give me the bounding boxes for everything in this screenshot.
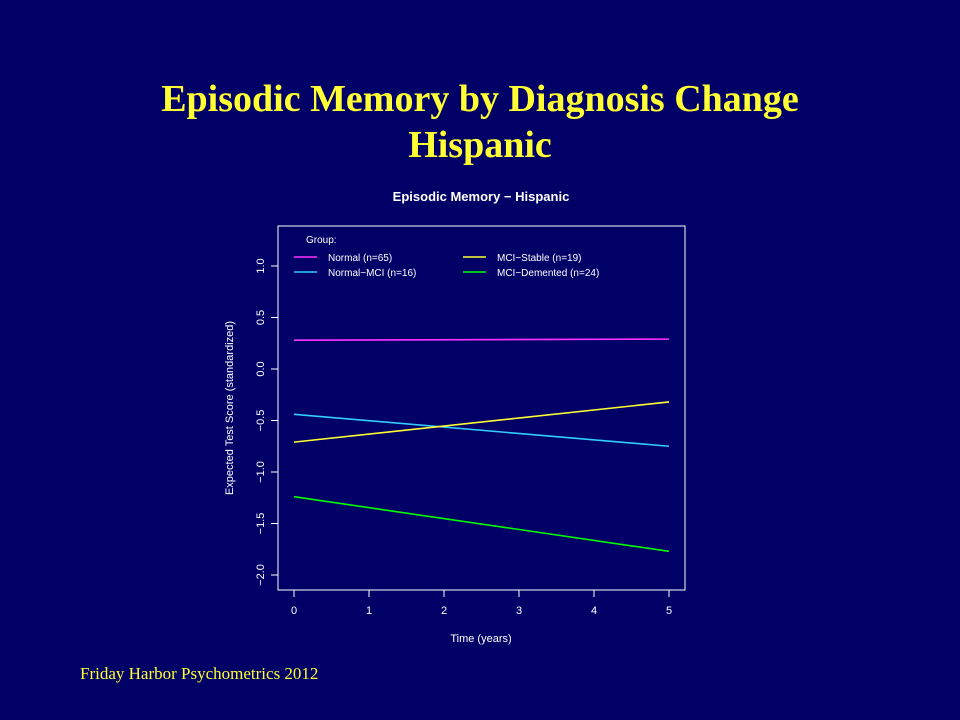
series-line xyxy=(293,413,670,448)
legend-title: Group: xyxy=(306,235,337,246)
series-line xyxy=(293,338,670,341)
y-tick-label: −2.0 xyxy=(255,564,267,586)
y-tick-label: 0.0 xyxy=(255,361,267,376)
legend: Group: Normal (n=65) Normal−MCI (n=16) MCI… xyxy=(294,235,599,279)
x-axis: 0 1 2 3 4 5 xyxy=(291,589,672,617)
legend-label: Normal−MCI (n=16) xyxy=(328,268,416,279)
series-line xyxy=(293,495,670,553)
y-tick-label: 1.0 xyxy=(255,258,267,273)
plot-frame xyxy=(277,225,686,591)
slide-title: Episodic Memory by Diagnosis Change Hisp… xyxy=(0,76,960,168)
legend-label: MCI−Stable (n=19) xyxy=(497,253,582,264)
slide-title-line-2: Hispanic xyxy=(408,124,552,166)
y-axis-label: Expected Test Score (standardized) xyxy=(224,321,236,495)
y-tick-label: 0.5 xyxy=(255,310,267,325)
legend-label: MCI−Demented (n=24) xyxy=(497,268,599,279)
series-lines xyxy=(293,338,670,553)
chart-title: Episodic Memory − Hispanic xyxy=(393,189,570,204)
x-tick-label: 2 xyxy=(441,605,447,617)
x-tick-label: 3 xyxy=(516,605,522,617)
y-tick-label: −1.5 xyxy=(255,513,267,535)
x-tick-label: 5 xyxy=(666,605,672,617)
y-tick-label: −1.0 xyxy=(255,461,267,483)
y-tick-label: −0.5 xyxy=(255,410,267,432)
x-tick-label: 0 xyxy=(291,605,297,617)
legend-label: Normal (n=65) xyxy=(328,253,392,264)
footer-text: Friday Harbor Psychometrics 2012 xyxy=(80,664,319,683)
x-axis-label: Time (years) xyxy=(450,633,511,645)
x-tick-label: 1 xyxy=(366,605,372,617)
series-line xyxy=(293,401,670,443)
x-tick-label: 4 xyxy=(591,605,597,617)
slide-title-line-1: Episodic Memory by Diagnosis Change xyxy=(161,78,799,120)
y-axis: −2.0 −1.5 −1.0 −0.5 0.0 0.5 1.0 xyxy=(255,258,279,586)
